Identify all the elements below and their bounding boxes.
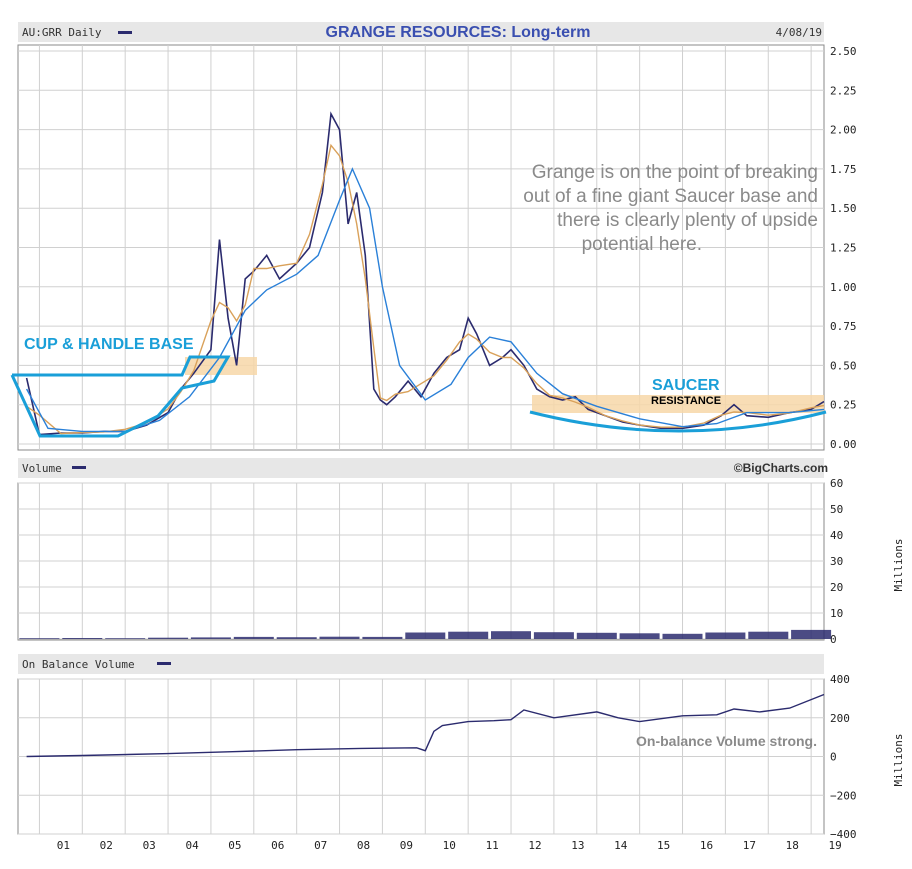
volume-bar <box>190 637 231 639</box>
price-legend-swatch <box>118 31 132 34</box>
price-y-tick-label: 0.75 <box>830 320 857 333</box>
main-note-line-3: there is clearly plenty of upside <box>557 210 818 231</box>
x-axis-year-label: 11 <box>486 839 499 852</box>
x-axis-year-label: 13 <box>571 839 584 852</box>
short-moving-average <box>26 143 825 435</box>
copyright: ©BigCharts.com <box>734 461 828 475</box>
volume-bar <box>148 637 189 639</box>
price-y-tick-label: 2.50 <box>830 45 857 58</box>
long-moving-average <box>25 167 825 433</box>
obv-millions-label: Millions <box>892 734 905 787</box>
volume-y-tick-label: 10 <box>830 607 843 620</box>
volume-millions-label: Millions <box>892 539 905 592</box>
x-axis-year-label: 04 <box>185 839 199 852</box>
symbol-label: AU:GRR Daily <box>22 26 102 39</box>
volume-bar <box>233 636 274 639</box>
obv-note: On-balance Volume strong. <box>636 733 817 749</box>
volume-y-tick-label: 60 <box>830 477 843 490</box>
obv-y-tick-label: 0 <box>830 751 837 764</box>
volume-bar <box>748 631 789 639</box>
volume-bar <box>533 632 574 639</box>
x-axis-year-label: 01 <box>57 839 70 852</box>
obv-header <box>18 654 824 674</box>
price-y-tick-label: 1.50 <box>830 202 857 215</box>
volume-bar <box>105 638 146 639</box>
volume-bars <box>19 629 832 639</box>
x-axis-year-label: 03 <box>143 839 156 852</box>
price-y-tick-label: 0.00 <box>830 438 857 451</box>
volume-y-tick-label: 0 <box>830 633 837 646</box>
volume-bar <box>662 633 703 639</box>
obv-y-tick-label: −200 <box>830 789 857 802</box>
x-axis-labels: 01 02 03 04 05 06 07 08 09 10 11 12 13 14 15 16 17 18 19 <box>57 839 842 852</box>
volume-bar <box>62 638 103 639</box>
volume-label: Volume <box>22 462 62 475</box>
cup-handle-label: CUP & HANDLE BASE <box>24 336 194 353</box>
volume-y-tick-label: 30 <box>830 555 843 568</box>
volume-y-tick-label: 50 <box>830 503 843 516</box>
price-grid <box>18 45 824 450</box>
volume-header <box>18 458 824 478</box>
volume-bar <box>405 632 446 639</box>
volume-bar <box>705 632 746 639</box>
volume-bar <box>576 632 617 639</box>
x-axis-year-label: 09 <box>400 839 413 852</box>
x-axis-year-label: 10 <box>443 839 456 852</box>
header-bar <box>18 22 824 42</box>
main-note-line-2: out of a fine giant Saucer base and <box>523 186 818 207</box>
obv-y-tick-label: 400 <box>830 673 850 686</box>
saucer-label: SAUCER <box>652 377 720 394</box>
price-y-tick-label: 0.50 <box>830 359 857 372</box>
chart-title: GRANGE RESOURCES: Long-term <box>326 24 591 41</box>
x-axis-year-label: 12 <box>528 839 541 852</box>
main-annotation: Grange is on the point of breaking out o… <box>523 162 818 255</box>
cup-handle-outline <box>10 355 231 438</box>
price-y-ticks: 2.50 2.25 2.00 1.75 1.50 1.25 1.00 0.75 0.50 0.25… <box>830 45 857 451</box>
price-y-tick-label: 2.00 <box>830 124 857 137</box>
main-note-line-4: potential here. <box>582 234 702 255</box>
x-axis-year-label: 17 <box>743 839 756 852</box>
price-y-tick-label: 0.25 <box>830 399 857 412</box>
x-axis-year-label: 08 <box>357 839 370 852</box>
x-axis-year-label: 06 <box>271 839 284 852</box>
volume-bar <box>619 633 660 639</box>
price-y-tick-label: 1.75 <box>830 163 857 176</box>
volume-bar <box>448 631 489 639</box>
volume-bar <box>19 638 60 639</box>
x-axis-year-label: 15 <box>657 839 670 852</box>
obv-series <box>26 693 825 758</box>
obv-label: On Balance Volume <box>22 658 135 671</box>
volume-bar <box>362 636 403 639</box>
x-axis-year-label: 16 <box>700 839 713 852</box>
x-axis-year-label: 02 <box>100 839 113 852</box>
price-y-tick-label: 1.00 <box>830 281 857 294</box>
volume-bar <box>491 631 531 639</box>
x-axis-year-label: 14 <box>614 839 628 852</box>
x-axis-year-label: 19 <box>828 839 841 852</box>
price-y-tick-label: 1.25 <box>830 242 857 255</box>
obv-grid <box>18 678 824 835</box>
x-axis-year-label: 18 <box>786 839 799 852</box>
chart-date: 4/08/19 <box>776 26 822 39</box>
volume-bar <box>276 637 317 639</box>
volume-y-tick-label: 40 <box>830 529 843 542</box>
obv-legend-swatch <box>157 662 171 665</box>
volume-bar <box>791 629 832 639</box>
saucer-curve <box>529 410 827 433</box>
resistance-label: RESISTANCE <box>651 395 721 407</box>
obv-y-tick-label: 200 <box>830 712 850 725</box>
volume-bar <box>319 636 360 639</box>
x-axis-year-label: 05 <box>228 839 241 852</box>
price-y-tick-label: 2.25 <box>830 84 857 97</box>
obv-y-tick-label: −400 <box>830 828 857 841</box>
volume-legend-swatch <box>72 466 86 469</box>
volume-y-ticks: 60 50 40 30 20 10 0 <box>830 477 843 646</box>
volume-y-tick-label: 20 <box>830 581 843 594</box>
obv-y-ticks: 400 200 0 −200 −400 <box>830 673 857 841</box>
x-axis-year-label: 07 <box>314 839 327 852</box>
main-note-line-1: Grange is on the point of breaking <box>532 162 818 183</box>
